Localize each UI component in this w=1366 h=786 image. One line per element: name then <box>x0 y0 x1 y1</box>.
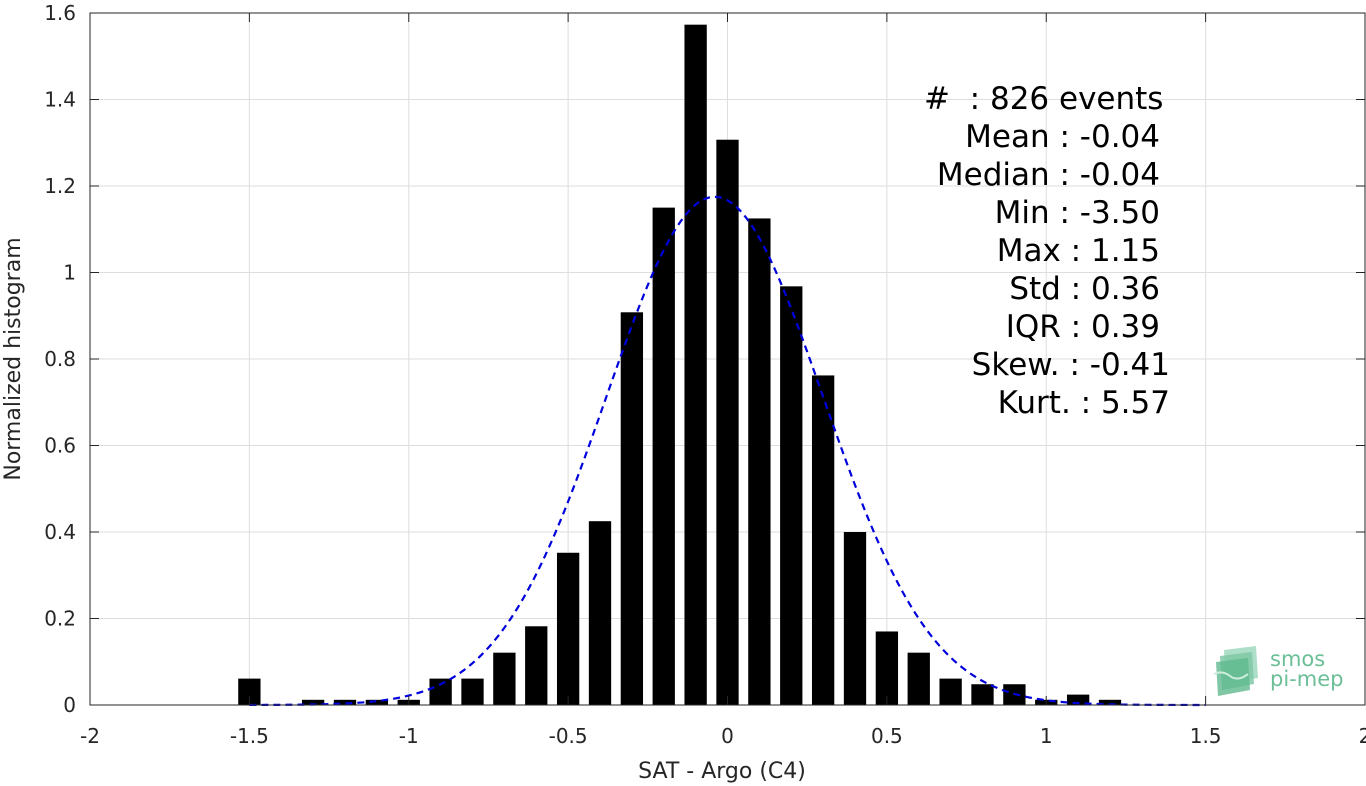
normal-fit-curve <box>249 195 1206 707</box>
x-tick-label: -2 <box>80 724 100 748</box>
histogram-bar <box>588 521 612 705</box>
histogram-bar <box>429 678 452 705</box>
stat-iqr: IQR : 0.39 <box>1005 309 1160 345</box>
x-tick-label: 2 <box>1359 724 1366 748</box>
y-tick-label: 0.4 <box>44 520 76 544</box>
histogram-bar <box>971 684 994 705</box>
y-tick-label: 1 <box>63 261 76 285</box>
y-tick-label: 0.6 <box>44 434 76 458</box>
histogram-bar <box>684 24 707 706</box>
x-tick-label: -1.5 <box>230 724 269 748</box>
histogram-bar <box>1098 699 1122 705</box>
histogram-bar <box>843 532 867 705</box>
histogram-bar <box>907 652 930 705</box>
stacked-waves-icon <box>1213 646 1258 696</box>
x-tick-label: 0.5 <box>871 724 903 748</box>
histogram-bar <box>939 678 962 705</box>
histogram-bar <box>1066 694 1090 705</box>
y-tick-label: 0.2 <box>44 607 76 631</box>
histogram-bar <box>875 631 899 705</box>
y-tick-label: 1.2 <box>44 174 76 198</box>
stat-events: # : 826 events <box>924 81 1164 117</box>
logo-line2: pi-mep <box>1270 667 1344 691</box>
x-axis-label: SAT - Argo (C4) <box>638 759 806 784</box>
stat-mean: Mean : -0.04 <box>965 119 1160 155</box>
y-tick-labels: 0 0.2 0.4 0.6 0.8 1 1.2 1.4 1.6 <box>44 1 76 717</box>
histogram-bar <box>461 678 484 705</box>
smos-pi-mep-logo: smos pi-mep <box>1212 644 1352 698</box>
x-tick-label: 1.5 <box>1190 724 1222 748</box>
y-tick-label: 0 <box>63 693 76 717</box>
y-tick-label: 1.6 <box>44 1 76 25</box>
stat-kurt: Kurt. : 5.57 <box>997 385 1170 421</box>
stat-max: Max : 1.15 <box>996 233 1160 269</box>
histogram-bar <box>556 552 580 705</box>
stats-box: # : 826 events Mean : -0.04 Median : -0.… <box>900 80 1170 422</box>
axis-ticks <box>89 12 1366 706</box>
histogram-bar <box>652 207 675 705</box>
stat-min: Min : -3.50 <box>994 195 1160 231</box>
histogram-bar <box>301 699 325 705</box>
y-tick-label: 1.4 <box>44 88 76 112</box>
histogram-bar <box>365 699 389 705</box>
histogram-bar <box>716 139 739 705</box>
stat-std: Std : 0.36 <box>1009 271 1160 307</box>
histogram-bar <box>238 678 261 705</box>
logo-line1: smos <box>1270 647 1326 671</box>
y-tick-label: 0.8 <box>44 347 76 371</box>
histogram-bar <box>525 626 548 705</box>
x-tick-label: 0 <box>721 724 734 748</box>
y-axis-label: Normalized histogram <box>1 237 26 480</box>
x-tick-label: 1 <box>1040 724 1053 748</box>
stat-skew: Skew. : -0.41 <box>971 347 1170 383</box>
histogram-bar <box>620 312 644 705</box>
histogram-bar <box>780 286 803 705</box>
histogram-bars <box>238 24 1122 706</box>
x-tick-label: -0.5 <box>549 724 588 748</box>
histogram-bar <box>811 375 835 705</box>
x-tick-labels: -2 -1.5 -1 -0.5 0 0.5 1 1.5 2 <box>80 724 1366 748</box>
stat-median: Median : -0.04 <box>936 157 1160 193</box>
histogram-bar <box>748 218 771 705</box>
histogram-bar <box>333 699 357 705</box>
histogram-bar <box>493 652 516 705</box>
x-tick-label: -1 <box>399 724 419 748</box>
